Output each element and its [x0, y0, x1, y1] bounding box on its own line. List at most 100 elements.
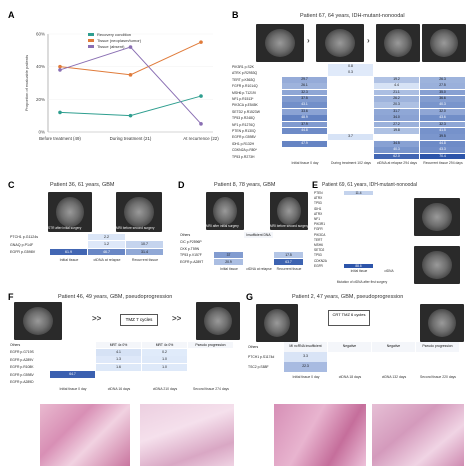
- vaf-cell: 4.4: [374, 83, 419, 90]
- vaf-cell: 31.7: [374, 108, 419, 115]
- panel-e-mri-2: [414, 246, 460, 284]
- column-label: ctDNA at relapse: [93, 257, 121, 262]
- table-row: Others MI ncRNA insufficient Negative Negat…: [248, 342, 460, 352]
- table-row: IDH1 p.R132H 47.9 34.5 44.8: [232, 140, 466, 147]
- vaf-cell: 2.2: [88, 233, 125, 241]
- table-row: TERT p.K563Q 29.7 19.2 26.3: [232, 76, 466, 83]
- panel-b-title: Patient 67, 64 years, IDH-mutant-nonooda…: [300, 13, 405, 19]
- gene-label: SETD2 p.R1523W: [232, 109, 260, 114]
- vaf-cell: [328, 102, 373, 108]
- panel-b-arrow-1: ›: [307, 36, 310, 45]
- vaf-cell: [328, 115, 373, 121]
- vaf-cell: [420, 64, 465, 70]
- vaf-cell: 32.3: [282, 89, 327, 96]
- column-label: Recurrent tissue: [131, 257, 159, 262]
- panel-g-title: Patient 2, 47 years, GBM, pseudoprogress…: [292, 294, 404, 300]
- table-row: TP53: [314, 252, 404, 258]
- gene-label: EGFR p.G719S: [10, 350, 34, 355]
- panel-f-arrow-1: >>: [92, 314, 102, 323]
- table-row: SETD2 p.R1523W 33.6 31.7 32.0: [232, 108, 466, 115]
- vaf-cell: 27.2: [374, 121, 419, 128]
- table-row: EGFR p.A289V 1.3 1.0: [10, 356, 234, 364]
- vaf-cell: 26.2: [374, 96, 419, 102]
- data-point: [58, 68, 62, 72]
- gene-label: TP53: [314, 201, 322, 206]
- vaf-cell: [328, 77, 373, 83]
- column-label: ctDNA 132 days: [381, 375, 407, 379]
- vaf-cell: [96, 371, 141, 378]
- gene-label: TP53 p.R248Q: [232, 116, 255, 121]
- column-label: Initial tissue 0 day: [292, 375, 320, 379]
- x-tick-label: During treatment (21): [110, 136, 152, 141]
- table-row: TP53 p.R273H 62.0 70.4: [232, 153, 466, 160]
- vaf-cell: 43.3: [420, 147, 465, 154]
- vaf-cell: [372, 362, 415, 371]
- vaf-cell: Negative: [328, 342, 371, 352]
- table-row: PIK3R1: [314, 221, 404, 227]
- panel-g-treatment-box: CRT TMZ 6 cycles: [328, 310, 370, 326]
- table-row: MSH6 p.T1219I 32.3 21.1 35.0: [232, 89, 466, 96]
- panel-b-mri-2: [316, 24, 364, 62]
- vaf-cell: [416, 362, 459, 371]
- vaf-cell: 39.5: [420, 134, 465, 141]
- vaf-cell: [142, 379, 187, 386]
- vaf-cell: [372, 352, 415, 361]
- vaf-cell: [274, 232, 303, 238]
- series-line: [59, 46, 202, 125]
- panel-b-mri-1: [256, 24, 304, 62]
- data-point: [199, 122, 203, 126]
- vaf-cell: 40.3: [374, 147, 419, 154]
- vaf-cell: 64.7: [50, 371, 95, 378]
- panel-f-mri-1: [14, 302, 62, 340]
- table-row: PIK3R1 p.S2K 0.8: [232, 64, 466, 70]
- vaf-cell: 44.8: [420, 140, 465, 147]
- vaf-cell: 0.2: [142, 349, 187, 356]
- vaf-cell: [50, 379, 95, 386]
- legend-label: Tissue (absent): [97, 44, 125, 49]
- panel-c-title: Patient 36, 61 years, GBM: [50, 182, 115, 188]
- table-row: CKK p.T59N: [180, 246, 304, 252]
- gene-label: PIK3CA p.E545K: [232, 103, 258, 108]
- gene-label: PIK3R1 p.S2K: [232, 65, 254, 69]
- vaf-cell: [214, 239, 243, 245]
- vaf-cell: [282, 154, 327, 160]
- vaf-cell: [188, 364, 233, 371]
- gene-label: EGFR p.R108K: [10, 365, 34, 370]
- panel-c-mri-2: [116, 192, 162, 232]
- vaf-cell: 4.1: [96, 349, 141, 356]
- panel-e-mri-1: [414, 198, 460, 236]
- y-axis-label: Proportion of evaluable patients: [24, 55, 29, 111]
- vaf-cell: Negative: [372, 342, 415, 352]
- gene-label: Others: [10, 343, 21, 347]
- table-row: TP53: [314, 200, 404, 206]
- gene-label: NF1: [314, 217, 321, 221]
- table-row: TP53 p.V157F 37 17.5: [180, 252, 304, 259]
- table-row: Others MRT 4x 0% MRT 4x 0% Pseudo progressi…: [10, 341, 234, 349]
- gene-label: IDH1 p.R132H: [232, 141, 255, 146]
- vaf-cell: 26.3: [420, 76, 465, 83]
- column-label: Recurrent tissue 294 days: [423, 161, 463, 165]
- panel-f-mri-2: [196, 302, 240, 340]
- table-row: CDKN2A: [314, 258, 404, 264]
- gene-label: FGFR: [314, 227, 323, 232]
- panel-c-mri-1: [48, 192, 92, 232]
- vaf-cell: 29.7: [282, 76, 327, 83]
- series-line: [59, 95, 202, 117]
- gene-label: PTEN: [314, 191, 323, 195]
- gene-label: ATRX p.R2953Q: [232, 71, 258, 76]
- panel-g-histology-2: [372, 404, 464, 466]
- table-row: FGFR: [314, 226, 404, 232]
- vaf-cell: [328, 96, 373, 102]
- vaf-cell: [328, 147, 373, 153]
- vaf-cell: [214, 246, 243, 252]
- column-label: Initial tissue: [59, 257, 79, 262]
- panel-d-letter: D: [178, 180, 185, 190]
- table-row: NF1 p.R1513* 37.5 26.2 36.6: [232, 96, 466, 102]
- vaf-cell: [50, 356, 95, 363]
- gene-label: PTEN p.R130Q: [232, 129, 256, 133]
- panel-b-arrow-2: ›: [367, 36, 370, 45]
- gene-label: EGFR p.A289V: [10, 357, 34, 362]
- gene-label: MSH6 p.T1219I: [232, 90, 256, 95]
- panel-f-treatment-box: TMZ 7 cycles: [120, 314, 158, 326]
- column-label: Second tissue 274 days: [192, 387, 229, 392]
